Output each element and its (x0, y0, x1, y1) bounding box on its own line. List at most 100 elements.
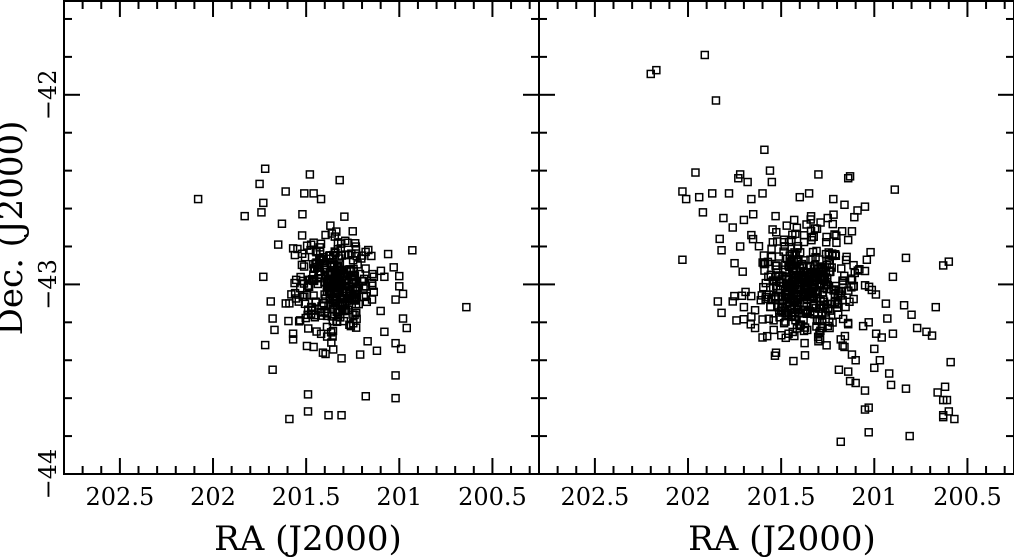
data-point (340, 276, 350, 285)
data-point (240, 211, 249, 221)
data-point (815, 335, 825, 344)
data-point (875, 355, 885, 365)
x-tick-label: 201.5 (747, 483, 816, 511)
data-point (762, 331, 772, 341)
data-point (777, 331, 786, 340)
plot-frame (63, 0, 540, 475)
data-point (767, 244, 776, 254)
data-point (821, 249, 831, 259)
data-point (260, 340, 270, 350)
data-point (349, 264, 358, 274)
x-axis-title-right: RA (J2000) (688, 519, 876, 557)
data-point (808, 247, 818, 257)
data-point (317, 302, 326, 311)
data-point (938, 412, 948, 422)
data-point (309, 275, 319, 284)
data-point (833, 291, 842, 300)
data-point (335, 283, 345, 292)
data-point (305, 276, 314, 285)
data-point (735, 242, 745, 251)
data-point (730, 291, 739, 301)
data-point (277, 219, 287, 228)
data-point (259, 272, 268, 282)
data-point (845, 172, 855, 181)
data-point (351, 290, 361, 299)
data-point (946, 357, 955, 367)
data-point (328, 278, 338, 287)
data-point (781, 317, 790, 326)
data-point (785, 251, 795, 260)
data-point (846, 274, 856, 283)
data-point (822, 232, 831, 242)
data-point (838, 276, 847, 286)
data-point (281, 299, 291, 308)
data-point (940, 382, 950, 392)
data-point (821, 310, 831, 320)
data-point (295, 316, 305, 325)
data-point (288, 335, 298, 344)
data-point (843, 173, 853, 183)
data-point (847, 227, 857, 236)
data-point (285, 414, 294, 424)
data-point (813, 332, 823, 342)
data-point (860, 386, 870, 395)
data-point (870, 363, 879, 373)
data-point (748, 209, 758, 219)
data-point (938, 395, 948, 405)
data-point (738, 267, 747, 276)
data-point (299, 262, 309, 271)
data-point (294, 317, 304, 326)
data-point (297, 260, 307, 270)
data-point (779, 318, 789, 328)
data-point (772, 265, 781, 274)
data-point (912, 323, 922, 333)
data-point (886, 380, 896, 390)
data-point (351, 242, 361, 251)
data-point (340, 212, 349, 221)
data-point (337, 410, 346, 420)
data-point (849, 260, 858, 270)
data-point (746, 320, 756, 329)
x-tick-label: 202 (665, 483, 711, 511)
data-point (698, 208, 708, 217)
data-point (361, 392, 371, 401)
y-tick-label: −44 (34, 449, 62, 500)
data-point (791, 291, 801, 301)
data-point (302, 341, 312, 351)
data-point (758, 315, 767, 324)
data-point (860, 405, 870, 414)
data-point (303, 324, 313, 333)
data-point (806, 215, 815, 224)
data-point (825, 267, 834, 277)
data-point (754, 241, 764, 251)
data-point (789, 215, 799, 225)
data-point (781, 260, 790, 270)
data-point (933, 388, 942, 397)
data-point (772, 237, 782, 246)
data-point (760, 145, 769, 155)
data-point (832, 231, 841, 240)
data-point (391, 295, 400, 304)
data-point (927, 331, 937, 340)
data-point (395, 271, 404, 281)
right-scatter-panel: 202.5 202 201.5 201 200.5 (538, 0, 1014, 511)
x-tick-label: 201 (851, 483, 897, 511)
data-point (800, 323, 810, 332)
data-point (788, 327, 797, 337)
data-point (765, 166, 775, 175)
data-point (331, 248, 340, 258)
data-point (376, 306, 385, 316)
x-tick-label: 202.5 (86, 483, 155, 511)
data-point (905, 431, 914, 441)
data-point (343, 238, 352, 248)
data-point (771, 291, 781, 301)
data-point (322, 311, 332, 321)
data-point (334, 266, 344, 276)
y-tick-label: −42 (34, 69, 62, 120)
data-point (321, 349, 330, 359)
data-point (316, 329, 326, 339)
data-point (739, 302, 749, 312)
data-point (871, 290, 881, 299)
data-point (717, 246, 726, 255)
